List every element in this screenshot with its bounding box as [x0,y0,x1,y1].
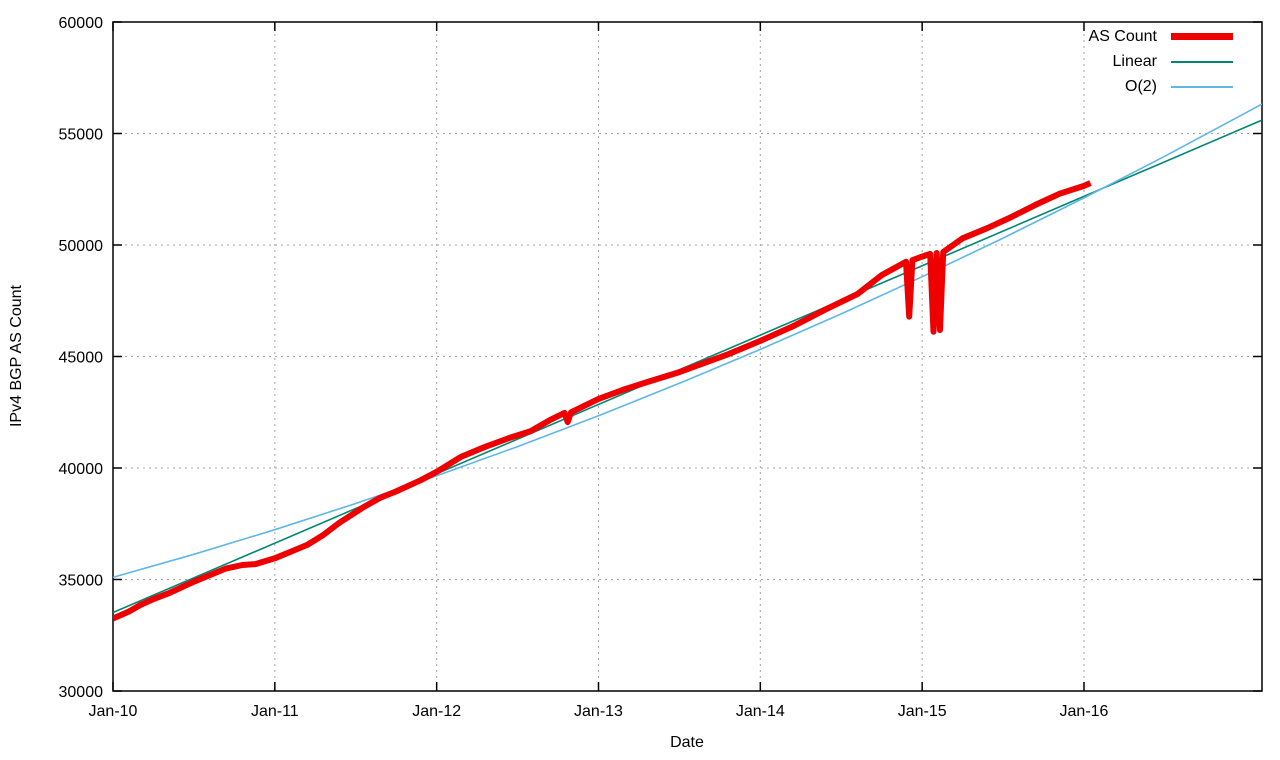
linear-line-sample [1171,60,1233,63]
y-tick-label: 45000 [59,350,104,367]
x-tick-label: Jan-14 [736,703,785,720]
y-tick-label: 30000 [59,684,104,701]
y-tick-label: 40000 [59,461,104,478]
series-line-o-2- [113,103,1262,579]
y-tick-label: 35000 [59,573,104,590]
y-tick-label: 55000 [59,127,104,144]
x-tick-label: Jan-13 [574,703,623,720]
legend-label: O(2) [1125,78,1157,95]
o2-line-sample [1171,85,1233,88]
x-tick-label: Jan-10 [89,703,138,720]
legend-label: AS Count [1088,28,1157,45]
as-count-line-sample [1171,33,1233,40]
x-tick-label: Jan-16 [1060,703,1109,720]
y-tick-label: 60000 [59,15,104,32]
plot-border [112,21,1263,692]
series-line-as-count [113,180,1092,622]
legend-entry-o2: O(2) [1089,74,1233,99]
legend-entry-linear: Linear [1089,49,1233,74]
legend-entry-as-count: AS Count [1089,24,1233,49]
y-axis-title: IPv4 BGP AS Count [8,284,25,428]
legend: AS Count Linear O(2) [1089,24,1233,99]
y-tick-label: 50000 [59,238,104,255]
x-tick-label: Jan-12 [412,703,461,720]
x-tick-label: Jan-11 [251,703,299,720]
x-tick-label: Jan-15 [898,703,947,720]
legend-label: Linear [1112,53,1157,70]
x-axis-title: Date [670,734,704,751]
